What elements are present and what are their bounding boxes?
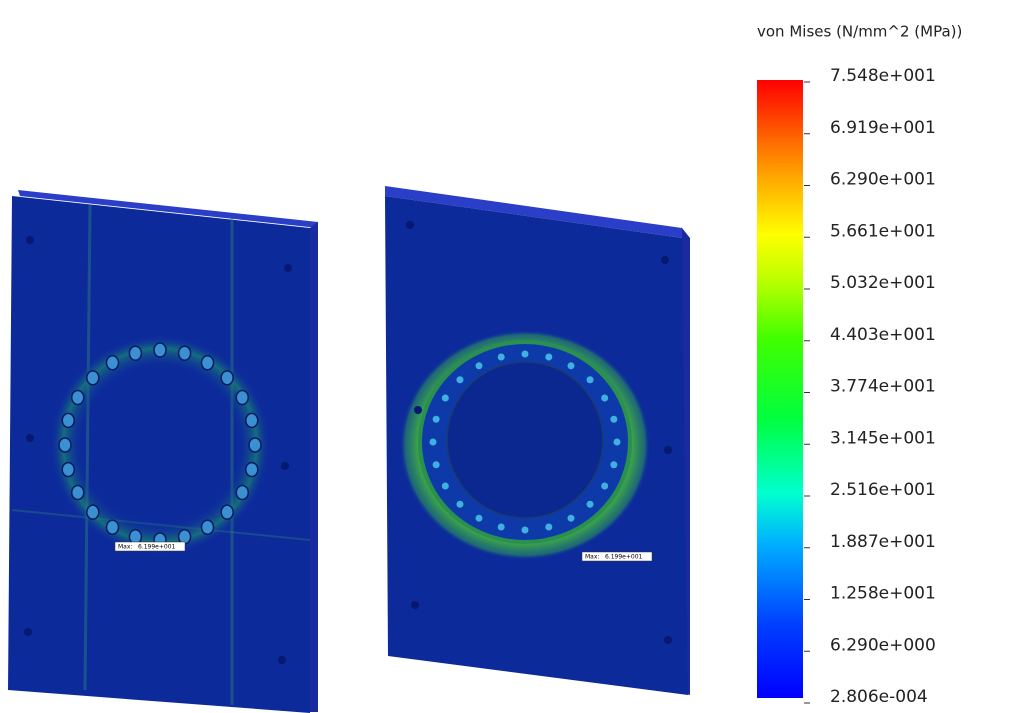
tick-label: 3.145e+001 <box>830 428 936 448</box>
mount-hole <box>661 256 669 264</box>
tick-label: 3.774e+001 <box>830 377 936 397</box>
bolt-hole <box>545 524 552 531</box>
bolt-hole <box>614 439 621 446</box>
bolt-hole <box>610 416 617 423</box>
bolt-hole <box>107 356 119 370</box>
bolt-hole <box>221 371 233 385</box>
bolt-hole <box>433 416 440 423</box>
mount-hole <box>284 264 292 272</box>
mount-hole <box>664 446 672 454</box>
tick-label: 4.403e+001 <box>830 325 936 345</box>
mount-hole <box>664 636 672 644</box>
bolt-hole <box>522 527 529 534</box>
bolt-hole <box>246 463 258 477</box>
tick-label: 6.290e+001 <box>830 170 936 190</box>
bolt-hole <box>129 530 141 544</box>
bolt-hole <box>587 376 594 383</box>
viewport: Max: 6.199e+001 Max: 6.199e+001 von Mise… <box>0 0 1032 713</box>
bolt-hole <box>62 463 74 477</box>
bolt-hole <box>522 351 529 358</box>
legend-title: von Mises (N/mm^2 (MPa)) <box>757 23 962 41</box>
mount-hole <box>26 434 34 442</box>
bolt-hole <box>221 505 233 519</box>
tick-label: 5.661e+001 <box>830 221 936 241</box>
bolt-hole <box>568 515 575 522</box>
bolt-hole <box>236 391 248 405</box>
bolt-hole <box>430 439 437 446</box>
bolt-hole <box>179 530 191 544</box>
bolt-hole <box>601 483 608 490</box>
bolt-hole <box>107 520 119 534</box>
plate-left: Max: 6.199e+001 <box>8 190 318 713</box>
mount-hole <box>406 221 414 229</box>
color-bar <box>757 80 803 698</box>
bolt-hole <box>456 376 463 383</box>
bolt-hole <box>498 353 505 360</box>
max-label: Max: <box>118 544 132 551</box>
bolt-hole <box>72 391 84 405</box>
bolt-hole <box>476 362 483 369</box>
bolt-hole <box>249 438 261 452</box>
bolt-hole <box>601 395 608 402</box>
bolt-hole <box>246 413 258 427</box>
max-value: 6.199e+001 <box>138 544 176 551</box>
bolt-hole <box>129 346 141 360</box>
bolt-hole <box>236 486 248 500</box>
bolt-hole <box>202 356 214 370</box>
mount-hole <box>278 656 286 664</box>
bolt-hole <box>568 362 575 369</box>
plate-right: Max: 6.199e+001 <box>385 186 690 695</box>
tick-label: 1.258e+001 <box>830 584 936 604</box>
tick-label: 6.919e+001 <box>830 118 936 138</box>
bolt-hole <box>456 501 463 508</box>
bolt-hole <box>610 461 617 468</box>
max-value: 6.199e+001 <box>605 554 643 561</box>
mount-hole <box>414 406 422 414</box>
bolt-hole <box>442 395 449 402</box>
mount-hole <box>411 601 419 609</box>
bolt-hole <box>433 461 440 468</box>
bolt-hole <box>154 343 166 357</box>
mount-hole <box>281 462 289 470</box>
bolt-hole <box>442 483 449 490</box>
tick-label: 1.887e+001 <box>830 532 936 552</box>
bolt-hole <box>59 438 71 452</box>
bolt-hole <box>72 486 84 500</box>
mount-hole <box>24 628 32 636</box>
max-label: Max: <box>585 554 599 561</box>
bolt-hole <box>545 353 552 360</box>
bolt-hole <box>587 501 594 508</box>
bolt-hole <box>62 413 74 427</box>
bolt-hole <box>476 515 483 522</box>
bolt-hole <box>87 505 99 519</box>
tick-label: 2.806e-004 <box>830 687 928 707</box>
bolt-hole <box>179 346 191 360</box>
bolt-hole <box>202 520 214 534</box>
tick-label: 5.032e+001 <box>830 273 936 293</box>
scene: Max: 6.199e+001 Max: 6.199e+001 von Mise… <box>0 0 1032 713</box>
bolt-hole <box>87 371 99 385</box>
tick-label: 6.290e+000 <box>830 635 936 655</box>
bolt-hole <box>498 524 505 531</box>
tick-label: 2.516e+001 <box>830 480 936 500</box>
mount-hole <box>26 236 34 244</box>
tick-label: 7.548e+001 <box>830 66 936 86</box>
